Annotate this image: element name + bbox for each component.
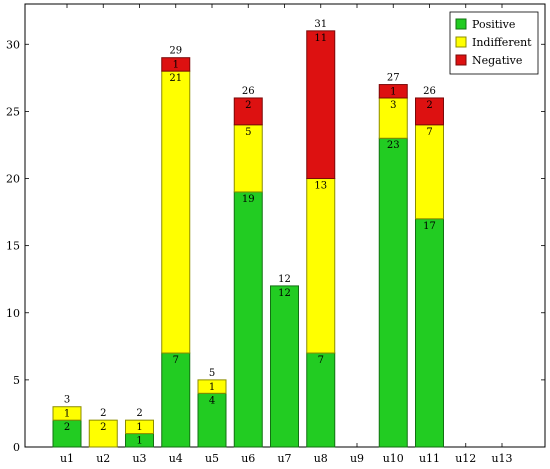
- y-tick-label: 20: [6, 173, 20, 186]
- bar-segment-positive: [197, 392, 227, 448]
- bar-total-label: 2: [100, 408, 106, 419]
- bar-segment-negative: [378, 84, 408, 99]
- bar-segment-negative: [306, 30, 336, 180]
- legend-swatch: [455, 18, 467, 30]
- bar-segment-negative: [233, 97, 263, 126]
- bar-segment-negative: [161, 57, 191, 72]
- x-tick-label: u13: [491, 452, 512, 465]
- bar-total-label: 26: [242, 86, 255, 97]
- x-axis: u1 u2 u3 u4 u5 u6 u7 u8 u9 u10 u11 u12 u13: [60, 4, 513, 465]
- segment-value-label: 23: [387, 140, 400, 151]
- y-tick-label: 10: [6, 307, 20, 320]
- x-tick-label: u4: [169, 452, 183, 465]
- x-tick-label: u7: [277, 452, 291, 465]
- segment-value-label: 1: [390, 87, 396, 98]
- x-tick-label: u10: [383, 452, 404, 465]
- legend-swatch: [455, 36, 467, 48]
- bar-total-label: 27: [387, 73, 400, 84]
- legend-entry: Negative: [472, 54, 522, 67]
- segment-value-label: 11: [314, 33, 327, 44]
- y-tick-label: 30: [6, 38, 20, 51]
- legend-entry: Indifferent: [472, 36, 532, 49]
- bar-segment-indifferent: [52, 406, 82, 421]
- segment-value-label: 1: [64, 409, 70, 420]
- x-tick-label: u9: [350, 452, 364, 465]
- segment-value-label: 4: [209, 395, 215, 406]
- bar-segment-positive: [161, 352, 191, 448]
- x-tick-label: u5: [205, 452, 219, 465]
- bar-total-label: 2: [136, 408, 142, 419]
- bar-segment-indifferent: [233, 124, 263, 193]
- x-tick-label: u8: [314, 452, 328, 465]
- bar-segment-indifferent: [125, 419, 154, 435]
- segment-value-label: 19: [242, 194, 255, 205]
- legend-entry: Positive: [472, 18, 515, 31]
- bar-segment-positive: [52, 419, 82, 448]
- x-tick-label: u12: [455, 452, 476, 465]
- segment-value-label: 1: [136, 436, 142, 447]
- y-tick-label: 0: [13, 441, 20, 454]
- bar-segment-positive: [306, 352, 336, 448]
- bar-segment-indifferent: [197, 379, 227, 394]
- bar-segment-positive: [378, 137, 408, 448]
- segment-value-label: 1: [209, 382, 215, 393]
- bar-segment-indifferent: [378, 97, 408, 139]
- segment-value-label: 7: [426, 127, 432, 138]
- y-tick-label: 15: [6, 240, 20, 253]
- x-tick-label: u1: [60, 452, 74, 465]
- legend-swatch: [455, 54, 467, 66]
- y-tick-label: 5: [13, 374, 20, 387]
- segment-value-label: 3: [390, 100, 396, 111]
- bar-segment-positive: [270, 285, 299, 448]
- bar-segment-positive: [415, 218, 444, 448]
- segment-value-label: 5: [245, 127, 251, 138]
- legend: Positive Indifferent Negative: [449, 11, 539, 75]
- segment-value-label: 1: [136, 422, 142, 433]
- segment-value-label: 1: [173, 60, 179, 71]
- segment-value-label: 17: [423, 221, 436, 232]
- y-tick-label: 25: [6, 105, 20, 118]
- segment-value-label: 7: [318, 355, 324, 366]
- x-tick-label: u3: [132, 452, 146, 465]
- bar-total-label: 3: [64, 395, 70, 406]
- bar-total-label: 29: [169, 46, 182, 57]
- bar-segment-indifferent: [415, 124, 444, 220]
- bar-segment-positive: [233, 191, 263, 448]
- x-tick-label: u6: [241, 452, 255, 465]
- bar-total-label: 5: [209, 368, 215, 379]
- bar-segment-negative: [415, 97, 444, 126]
- bar-total-label: 12: [278, 274, 291, 285]
- bars: 2132211272112941519522612127131131233127…: [52, 19, 444, 448]
- bar-segment-indifferent: [306, 178, 336, 354]
- x-tick-label: u11: [419, 452, 440, 465]
- segment-value-label: 2: [245, 100, 251, 111]
- segment-value-label: 12: [278, 288, 291, 299]
- bar-segment-indifferent: [88, 419, 118, 448]
- bar-segment-indifferent: [161, 70, 191, 354]
- segment-value-label: 2: [64, 422, 70, 433]
- segment-value-label: 2: [426, 100, 432, 111]
- segment-value-label: 2: [100, 422, 106, 433]
- bar-total-label: 31: [314, 19, 327, 30]
- segment-value-label: 21: [169, 73, 182, 84]
- segment-value-label: 7: [173, 355, 179, 366]
- segment-value-label: 13: [314, 181, 327, 192]
- bar-total-label: 26: [423, 86, 436, 97]
- x-tick-label: u2: [96, 452, 110, 465]
